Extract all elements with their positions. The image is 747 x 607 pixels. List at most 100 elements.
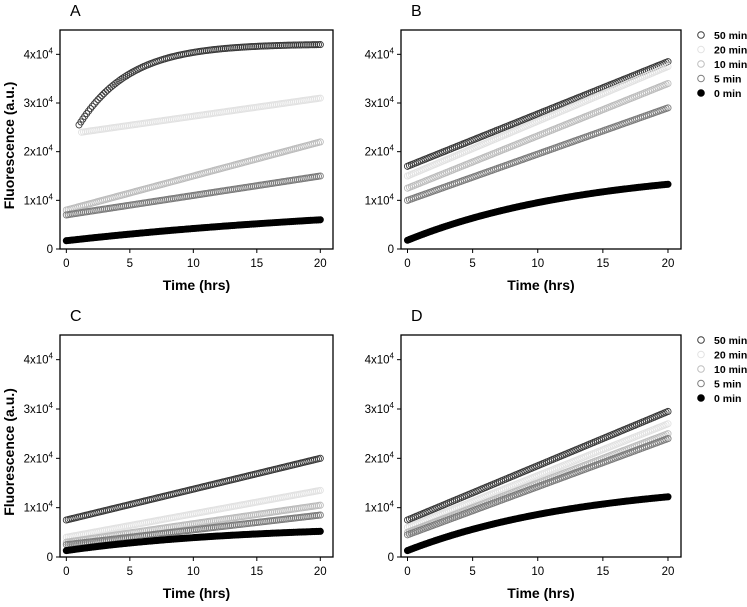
y-tick-label: 2x104	[365, 450, 395, 465]
x-tick-label: 20	[662, 258, 675, 270]
x-tick-label: 10	[187, 566, 200, 578]
data-point	[280, 41, 288, 49]
x-tick-label: 15	[596, 566, 609, 578]
series-50-min	[403, 407, 672, 524]
x-tick-label: 5	[127, 258, 133, 270]
x-tick-label: 10	[531, 566, 544, 578]
data-point	[259, 42, 267, 50]
data-point	[122, 72, 131, 80]
y-tick-label: 4x104	[365, 352, 395, 367]
data-point	[305, 41, 313, 49]
x-axis-title: Time (hrs)	[163, 277, 230, 293]
data-point	[244, 43, 252, 51]
data-point	[290, 41, 298, 49]
data-point	[84, 107, 93, 115]
data-point	[261, 42, 269, 50]
series-50-min	[62, 454, 324, 524]
data-point	[664, 180, 672, 188]
data-point	[316, 94, 324, 102]
legend-label: 0 min	[714, 88, 741, 100]
y-axis-title: Fluorescence (a.u.)	[1, 388, 17, 516]
series-10-min	[403, 79, 672, 192]
series-5-min	[403, 435, 672, 539]
y-tick-label: 2x104	[24, 450, 54, 465]
data-point	[316, 216, 324, 224]
panel-letter: A	[70, 3, 81, 20]
data-point	[88, 102, 96, 110]
data-point	[282, 41, 290, 49]
x-tick-label: 0	[404, 258, 410, 270]
x-tick-label: 15	[596, 258, 609, 270]
y-tick-label: 0	[388, 552, 394, 564]
data-point	[303, 41, 311, 49]
panel-d: D 0 5 10 15 20 0 1x104 2x104 3x104 4x104 Time (hrs)…	[365, 308, 747, 601]
x-axis-title: Time (hrs)	[507, 277, 574, 293]
x-tick-label: 10	[187, 258, 200, 270]
y-tick-label: 3x104	[365, 401, 395, 416]
data-point	[316, 454, 324, 462]
x-tick-label: 20	[314, 258, 327, 270]
data-point	[664, 407, 672, 416]
data-point	[664, 79, 672, 88]
y-tick-label: 0	[47, 244, 53, 256]
data-point	[311, 41, 319, 49]
legend-marker	[697, 31, 705, 39]
data-point	[273, 42, 281, 50]
panel-c: C 0 5 10 15 20 0 1x104 2x104 3x104 4x104 Time (hrs)…	[1, 308, 334, 601]
data-point	[92, 98, 100, 106]
x-tick-label: 0	[404, 566, 410, 578]
data-point	[309, 41, 317, 49]
data-point	[100, 90, 108, 98]
x-tick-label: 0	[63, 566, 69, 578]
y-tick-label: 4x104	[24, 352, 54, 367]
x-tick-label: 10	[531, 258, 544, 270]
y-tick-label: 1x104	[365, 192, 395, 207]
panel-letter: C	[70, 308, 82, 325]
legend-marker	[697, 365, 705, 373]
y-tick-label: 4x104	[24, 46, 54, 61]
data-point	[250, 42, 258, 51]
data-point	[248, 43, 256, 51]
legend-marker	[697, 74, 705, 83]
data-point	[292, 41, 300, 49]
series-50-min	[75, 41, 324, 129]
y-tick-label: 1x104	[365, 500, 395, 515]
data-point	[286, 41, 294, 49]
panel-letter: B	[411, 3, 422, 20]
data-point	[94, 96, 102, 104]
legend-label: 10 min	[714, 59, 747, 71]
y-tick-label: 0	[47, 552, 53, 564]
data-point	[103, 86, 112, 94]
y-tick-label: 3x104	[24, 401, 54, 416]
data-point	[119, 74, 127, 82]
x-tick-label: 20	[314, 566, 327, 578]
data-point	[295, 41, 303, 49]
legend-label: 20 min	[714, 350, 747, 362]
y-tick-label: 4x104	[365, 46, 395, 61]
series-0-min	[62, 527, 324, 555]
data-point	[316, 138, 324, 146]
series-0-min	[403, 180, 672, 244]
data-point	[276, 41, 284, 49]
data-point	[102, 88, 110, 96]
data-point	[288, 41, 296, 49]
series-10-min	[62, 501, 324, 546]
series-0-min	[403, 493, 672, 555]
data-point	[314, 41, 322, 49]
data-point	[664, 62, 672, 71]
data-point	[316, 172, 324, 180]
data-point	[664, 104, 672, 112]
legend-marker	[697, 60, 705, 68]
series-5-min	[403, 104, 672, 204]
data-point	[126, 69, 134, 77]
data-point	[664, 493, 672, 501]
data-point	[98, 92, 106, 100]
data-point	[664, 435, 672, 443]
legend: 50 min 20 min 10 min 5 min 0 min	[697, 30, 747, 100]
data-point	[316, 527, 324, 535]
legend-label: 10 min	[714, 364, 747, 376]
y-axis-title: Fluorescence (a.u.)	[1, 82, 17, 210]
data-point	[271, 42, 279, 50]
x-axis-title: Time (hrs)	[163, 585, 230, 601]
